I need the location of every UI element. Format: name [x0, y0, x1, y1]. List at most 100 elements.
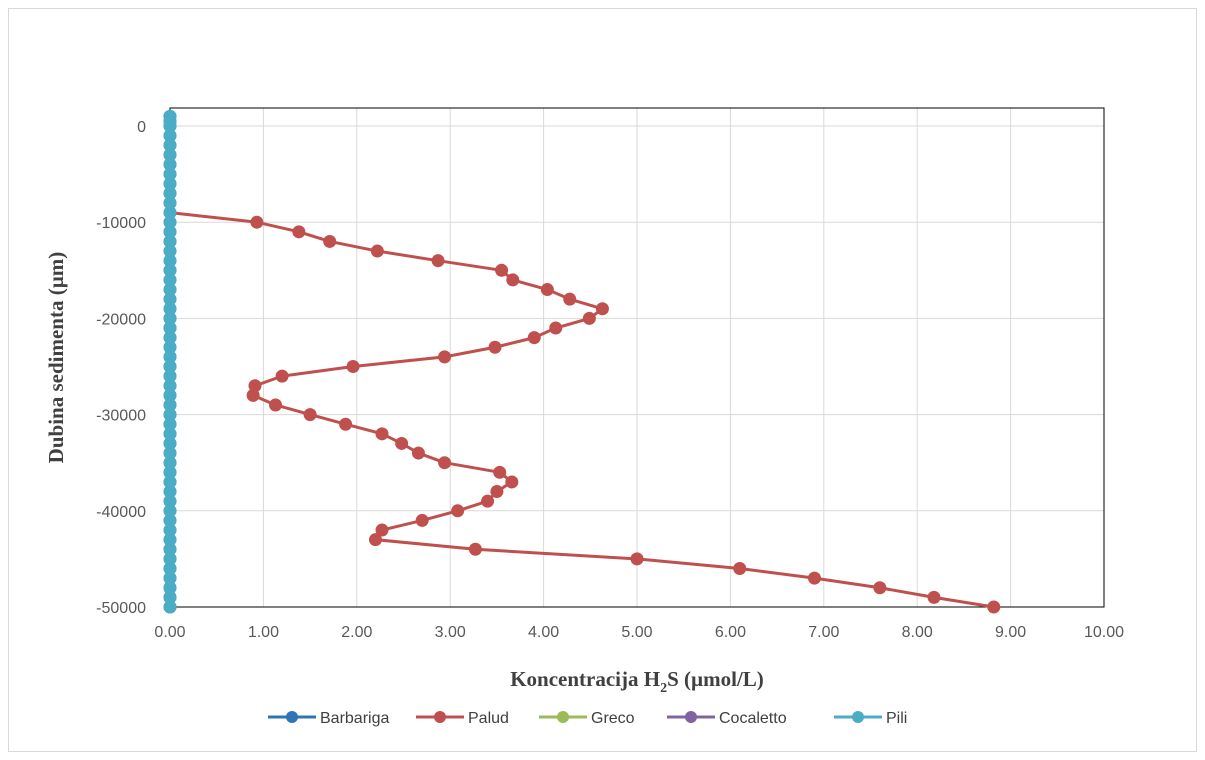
data-point [370, 244, 384, 258]
data-point [506, 273, 520, 287]
legend-item-barbariga: Barbariga [268, 710, 389, 727]
data-point [163, 138, 177, 152]
data-point [495, 263, 509, 277]
y-tick-label: 0 [137, 119, 146, 136]
data-point [630, 552, 644, 566]
data-point [163, 436, 177, 450]
data-point [163, 562, 177, 576]
data-point [733, 562, 747, 576]
data-point [248, 379, 262, 393]
data-point [873, 581, 887, 595]
data-point [163, 148, 177, 162]
legend-marker [557, 711, 569, 723]
data-point [163, 234, 177, 248]
data-point [163, 590, 177, 604]
y-axis-title: Dubina sedimenta (µm) [44, 252, 68, 464]
data-point [163, 485, 177, 499]
chart-area [8, 8, 1197, 752]
x-axis-title-subscript: 2 [660, 681, 667, 696]
data-point [163, 427, 177, 441]
legend-item-pili: Pili [834, 710, 907, 727]
data-point [163, 600, 177, 614]
x-tick-labels: 0.00 1.00 2.00 3.00 4.00 5.00 6.00 7.00 8.00 9.00… [154, 624, 1124, 641]
x-tick-label: 10.00 [1084, 624, 1124, 641]
data-point [163, 388, 177, 402]
data-point [163, 119, 177, 133]
data-point [395, 436, 409, 450]
data-point [411, 446, 425, 460]
data-point [163, 542, 177, 556]
y-tick-label: -20000 [96, 311, 146, 328]
data-point [163, 283, 177, 297]
data-point [163, 292, 177, 306]
data-point [163, 379, 177, 393]
legend-marker [852, 711, 864, 723]
data-point [163, 465, 177, 479]
data-point [163, 167, 177, 181]
x-axis-title-main: Koncentracija H [510, 667, 660, 691]
data-point [163, 456, 177, 470]
data-point [368, 533, 382, 547]
data-point [163, 254, 177, 268]
data-point [163, 446, 177, 460]
data-point [275, 369, 289, 383]
data-point [438, 456, 452, 470]
data-point [490, 485, 504, 499]
data-point [163, 177, 177, 191]
y-tick-label: -50000 [96, 600, 146, 617]
data-point [163, 571, 177, 585]
data-point [163, 186, 177, 200]
data-point [927, 590, 941, 604]
data-point [595, 302, 609, 316]
data-point [163, 513, 177, 527]
data-point [488, 340, 502, 354]
data-point [163, 331, 177, 345]
data-point [163, 369, 177, 383]
data-point [250, 215, 264, 229]
data-point [163, 417, 177, 431]
legend-marker [685, 711, 697, 723]
data-point [323, 234, 337, 248]
legend-label: Pili [886, 710, 907, 727]
data-point [163, 475, 177, 489]
data-point [582, 311, 596, 325]
data-point [505, 475, 519, 489]
data-point [527, 331, 541, 345]
data-point [163, 225, 177, 239]
legend-label: Cocaletto [719, 710, 787, 727]
x-tick-label: 4.00 [528, 624, 559, 641]
data-point [346, 360, 360, 373]
x-tick-label: 7.00 [808, 624, 839, 641]
data-point [339, 417, 353, 431]
data-point [163, 398, 177, 412]
data-point [163, 157, 177, 171]
data-point [163, 215, 177, 229]
x-tick-label: 6.00 [715, 624, 746, 641]
x-tick-label: 3.00 [435, 624, 466, 641]
data-point [493, 465, 507, 479]
x-axis-title-tail: S (µmol/L) [667, 667, 764, 691]
data-point [163, 340, 177, 354]
x-tick-label: 8.00 [902, 624, 933, 641]
legend-item-palud: Palud [416, 710, 509, 727]
data-point [163, 581, 177, 595]
series-pili [163, 109, 177, 614]
data-point [163, 552, 177, 566]
legend-marker [286, 711, 298, 723]
data-point [163, 321, 177, 335]
x-tick-label: 2.00 [341, 624, 372, 641]
legend-label: Greco [591, 710, 635, 727]
legend-item-greco: Greco [539, 710, 635, 727]
data-point [163, 302, 177, 316]
data-point [540, 283, 554, 297]
data-point [375, 427, 389, 441]
data-point [549, 321, 563, 335]
data-point [292, 225, 306, 239]
x-tick-label: 1.00 [248, 624, 279, 641]
data-point [431, 254, 445, 268]
data-point [246, 388, 260, 402]
data-point [451, 504, 465, 518]
data-point [269, 398, 283, 412]
y-tick-label: -40000 [96, 504, 146, 521]
